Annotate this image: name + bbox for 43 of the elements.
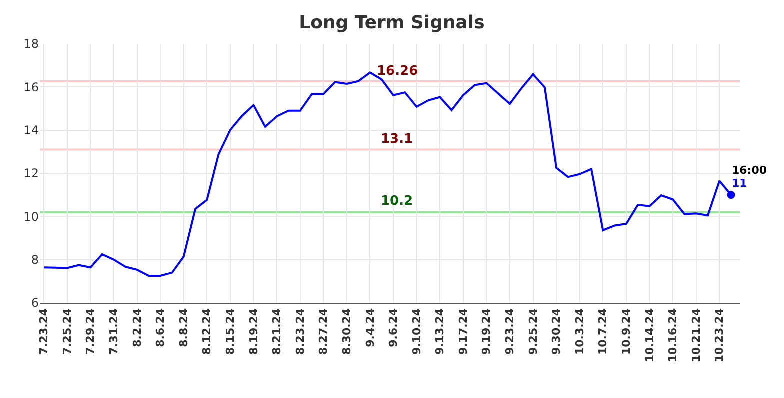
chart-title: Long Term Signals [299, 12, 485, 34]
x-tick-label: 7.25.24 [60, 308, 74, 356]
x-tick-label: 8.12.24 [200, 308, 214, 356]
x-tick-label: 9.17.24 [456, 308, 470, 356]
x-tick-label: 7.29.24 [84, 308, 98, 356]
x-tick-label: 8.27.24 [317, 308, 330, 356]
x-tick-label: 7.31.24 [108, 308, 121, 356]
x-tick-label: 8.6.24 [154, 308, 168, 348]
y-tick-label: 10 [24, 210, 39, 224]
x-tick-label: 8.21.24 [270, 308, 284, 356]
x-tick-label: 9.30.24 [550, 308, 564, 356]
x-tick-label: 10.14.24 [643, 308, 656, 363]
x-tick-label: 8.15.24 [224, 308, 238, 356]
x-tick-label: 8.8.24 [177, 308, 190, 348]
ref-line-label: 16.26 [377, 64, 418, 79]
y-tick-label: 18 [24, 37, 39, 52]
y-tick-label: 8 [31, 253, 39, 268]
y-tick-label: 16 [24, 80, 39, 94]
x-tick-label: 9.25.24 [526, 308, 540, 356]
y-tick-label: 6 [31, 296, 39, 310]
x-tick-label: 9.4.24 [364, 308, 377, 348]
x-tick-label: 10.7.24 [596, 308, 610, 356]
x-tick-label: 8.2.24 [130, 308, 144, 348]
x-tick-label: 8.19.24 [247, 308, 260, 356]
x-tick-label: 9.6.24 [387, 308, 400, 348]
ref-line-label: 13.1 [381, 132, 414, 147]
x-tick-label: 8.30.24 [340, 308, 354, 356]
x-tick-label: 10.3.24 [573, 308, 586, 356]
y-tick-label: 14 [24, 124, 39, 138]
y-tick-label: 12 [24, 166, 39, 181]
x-tick-label: 10.21.24 [690, 308, 703, 363]
x-tick-label: 9.10.24 [410, 308, 424, 356]
x-tick-label: 9.23.24 [504, 308, 517, 356]
x-tick-label: 10.23.24 [713, 308, 726, 363]
x-tick-label: 9.13.24 [434, 308, 447, 356]
x-tick-label: 9.19.24 [480, 308, 494, 356]
annotation: 16:00 [732, 164, 768, 177]
x-tick-label: 7.23.24 [38, 308, 51, 356]
x-tick-label: 10.9.24 [620, 308, 634, 356]
x-tick-label: 10.16.24 [666, 308, 680, 363]
ref-line-label: 10.2 [381, 194, 414, 209]
x-tick-label: 8.23.24 [294, 308, 307, 356]
data-label: 11 [732, 177, 748, 190]
